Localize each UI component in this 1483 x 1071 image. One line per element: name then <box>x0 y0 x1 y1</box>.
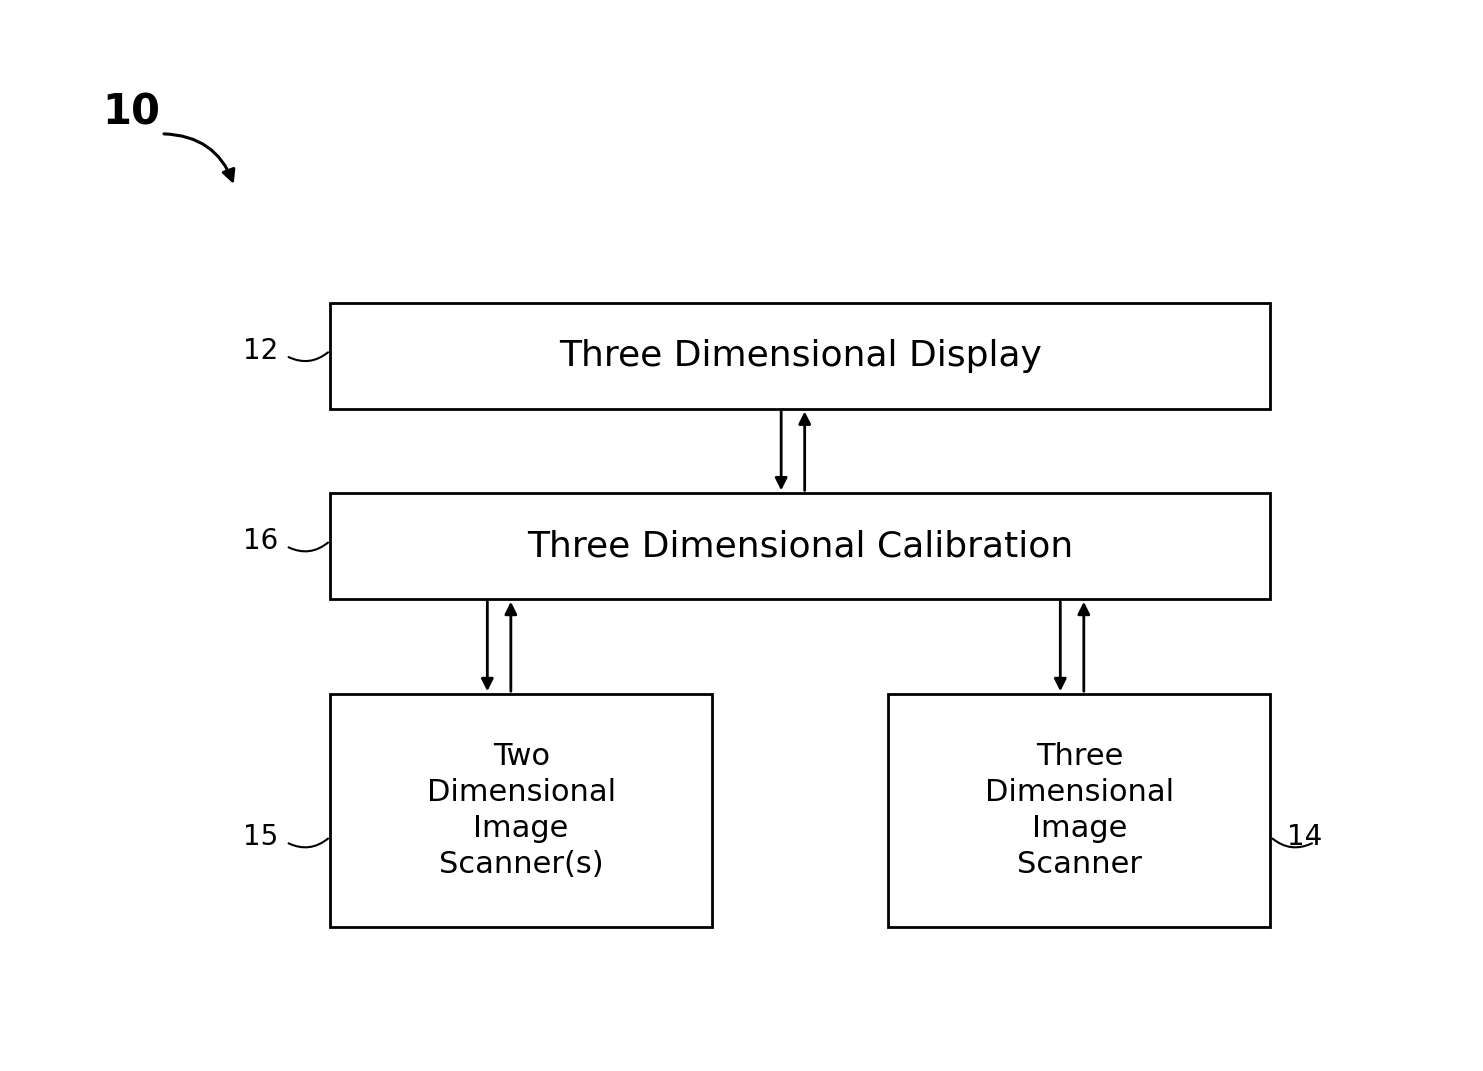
Text: Three Dimensional Calibration: Three Dimensional Calibration <box>526 529 1074 563</box>
Text: 12: 12 <box>243 336 279 364</box>
Text: 15: 15 <box>243 823 279 850</box>
FancyArrowPatch shape <box>289 543 328 552</box>
Bar <box>888 694 1271 926</box>
FancyArrowPatch shape <box>1272 839 1312 847</box>
Text: 16: 16 <box>243 527 279 555</box>
FancyArrowPatch shape <box>289 352 328 361</box>
Bar <box>331 303 1271 409</box>
FancyArrowPatch shape <box>289 839 328 847</box>
Bar <box>331 694 712 926</box>
FancyArrowPatch shape <box>165 134 234 181</box>
Text: Three
Dimensional
Image
Scanner: Three Dimensional Image Scanner <box>985 742 1175 878</box>
Text: 10: 10 <box>102 92 160 134</box>
Text: 14: 14 <box>1287 823 1321 850</box>
Text: Three Dimensional Display: Three Dimensional Display <box>559 338 1041 373</box>
Bar <box>331 494 1271 599</box>
Text: Two
Dimensional
Image
Scanner(s): Two Dimensional Image Scanner(s) <box>427 742 615 878</box>
